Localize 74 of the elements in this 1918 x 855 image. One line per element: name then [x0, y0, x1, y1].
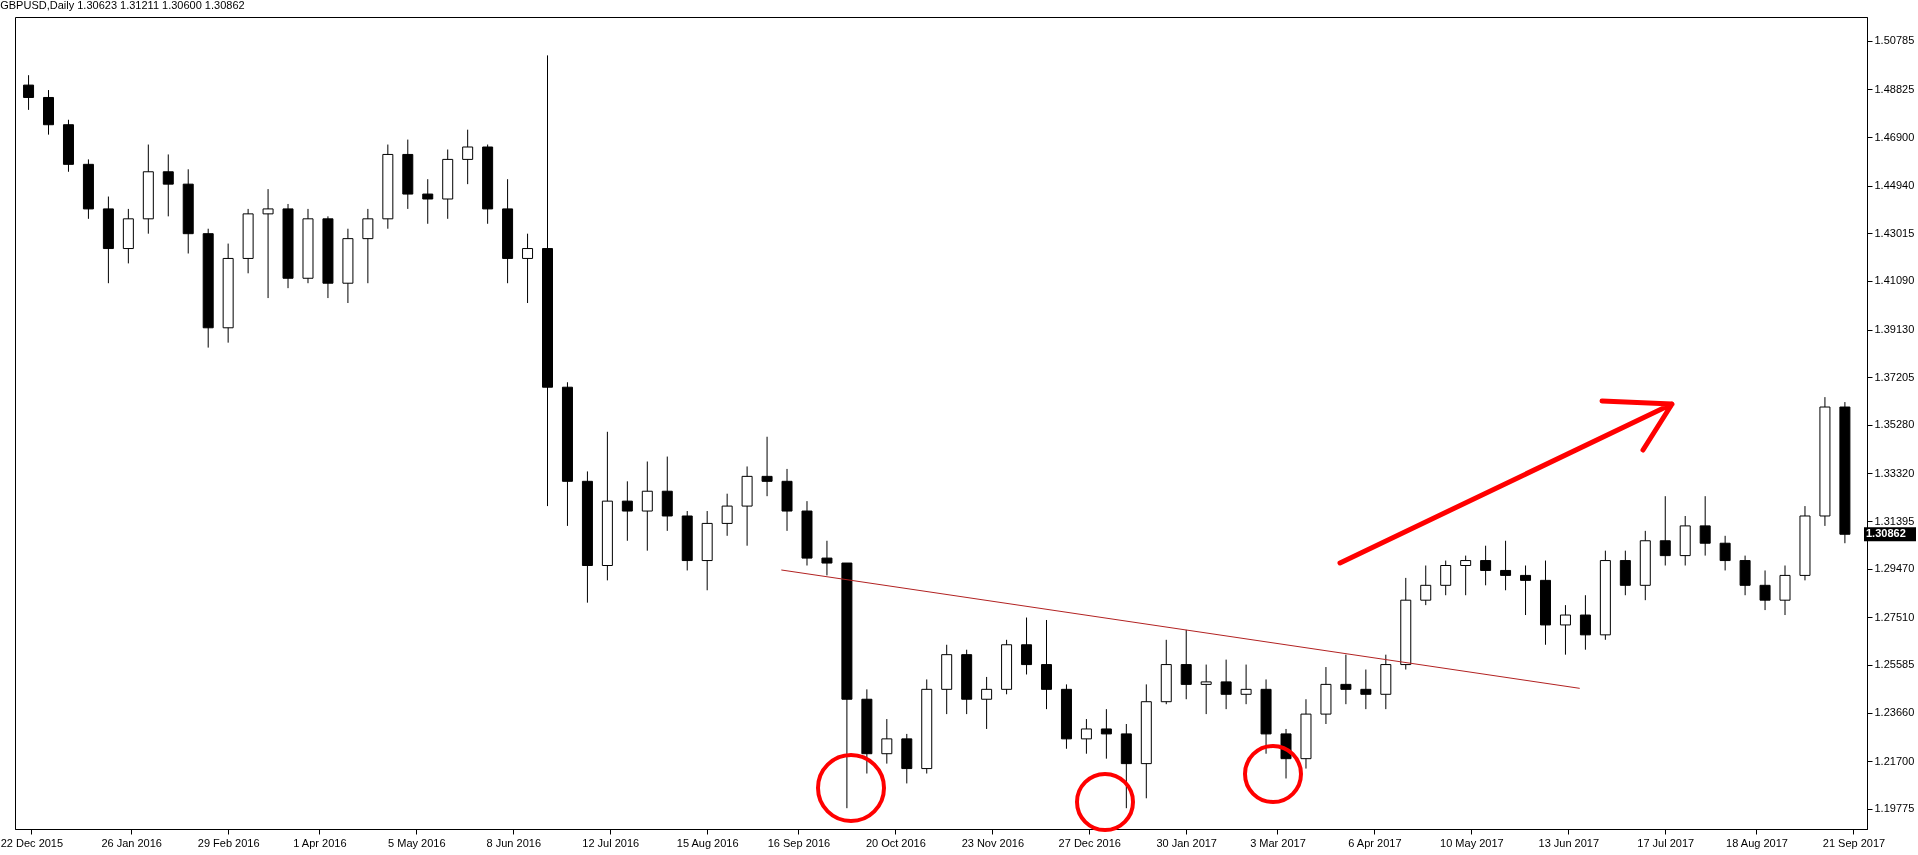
candlestick	[362, 208, 374, 284]
candlestick	[1360, 669, 1372, 710]
y-tick-label: 1.35280	[1874, 418, 1915, 431]
y-tick-label: 1.39130	[1874, 323, 1915, 336]
candlestick	[981, 676, 993, 730]
x-tick-label: 22 Dec 2015	[0, 836, 64, 849]
candlestick	[761, 436, 773, 497]
candlestick	[462, 129, 474, 185]
candlestick	[262, 188, 274, 299]
candlestick	[1659, 495, 1671, 567]
candlestick	[1759, 569, 1771, 611]
candlestick	[522, 233, 534, 304]
y-tick-label: 1.27510	[1874, 610, 1915, 623]
x-tick-label: 23 Nov 2016	[961, 836, 1025, 849]
y-tick-label: 1.31395	[1874, 514, 1915, 527]
x-tick-label: 10 May 2017	[1440, 836, 1504, 849]
candlestick	[1719, 535, 1731, 571]
candlestick	[621, 480, 633, 542]
x-tick-label: 29 Feb 2016	[197, 836, 260, 849]
candlestick	[1200, 664, 1212, 715]
candlestick	[1460, 555, 1472, 596]
candlestick	[1559, 604, 1571, 656]
x-tick-label: 3 Mar 2017	[1250, 836, 1306, 849]
y-tick-label: 1.50785	[1874, 34, 1915, 47]
candlestick	[1340, 654, 1352, 705]
candlestick	[1180, 629, 1192, 700]
y-tick-label: 1.25585	[1874, 658, 1915, 671]
candlestick	[1080, 718, 1092, 755]
candlestick	[721, 493, 733, 537]
x-tick-label: 17 Jul 2017	[1637, 836, 1695, 849]
chart-title: GBPUSD,Daily 1.30623 1.31211 1.30600 1.30862	[0, 0, 245, 11]
x-tick-label: 20 Oct 2016	[865, 836, 926, 849]
candlestick	[1699, 495, 1711, 557]
y-tick-label: 1.46900	[1874, 130, 1915, 143]
y-tick-label: 1.33320	[1874, 466, 1915, 479]
x-tick-label: 13 Jun 2017	[1538, 836, 1600, 849]
candlestick	[422, 178, 434, 225]
y-tick-label: 1.43015	[1874, 226, 1915, 239]
y-tick-label: 1.41090	[1874, 274, 1915, 287]
x-tick-label: 16 Sep 2016	[767, 836, 831, 849]
x-tick-label: 21 Sep 2017	[1822, 836, 1886, 849]
candlestick	[1240, 664, 1252, 705]
candlestick	[1520, 565, 1532, 616]
candlestick	[1500, 540, 1512, 591]
x-tick-label: 1 Apr 2016	[293, 836, 347, 849]
y-tick-label: 1.37205	[1874, 370, 1915, 383]
candlestick	[23, 74, 35, 111]
y-tick-label: 1.23660	[1874, 706, 1915, 719]
candlestick	[881, 718, 893, 765]
candlestick	[1420, 565, 1432, 606]
candlestick	[1021, 617, 1033, 675]
y-tick-label: 1.21700	[1874, 754, 1915, 767]
y-tick-label: 1.19775	[1874, 802, 1915, 815]
y-tick-label: 1.29470	[1874, 562, 1915, 575]
x-tick-label: 15 Aug 2016	[676, 836, 739, 849]
y-tick-label: 1.48825	[1874, 82, 1915, 95]
x-tick-label: 5 May 2016	[388, 836, 446, 849]
x-tick-label: 18 Aug 2017	[1726, 836, 1788, 849]
candlestick	[1440, 560, 1452, 596]
candlestick	[821, 540, 833, 576]
candlestick	[1220, 659, 1232, 710]
x-tick-label: 27 Dec 2016	[1058, 836, 1121, 849]
x-tick-label: 30 Jan 2017	[1156, 836, 1217, 849]
candlestick	[1579, 594, 1591, 651]
candlestick	[1480, 545, 1492, 586]
x-tick-label: 12 Jul 2016	[582, 836, 640, 849]
candlestick	[641, 461, 653, 552]
candlestick	[162, 153, 174, 217]
x-tick-label: 6 Apr 2017	[1348, 836, 1402, 849]
text: 1.30862	[1866, 527, 1906, 540]
y-tick-label: 1.44940	[1874, 179, 1915, 192]
x-tick-label: 26 Jan 2016	[101, 836, 162, 849]
candlestick	[1100, 708, 1112, 760]
x-tick-label: 8 Jun 2016	[486, 836, 542, 849]
